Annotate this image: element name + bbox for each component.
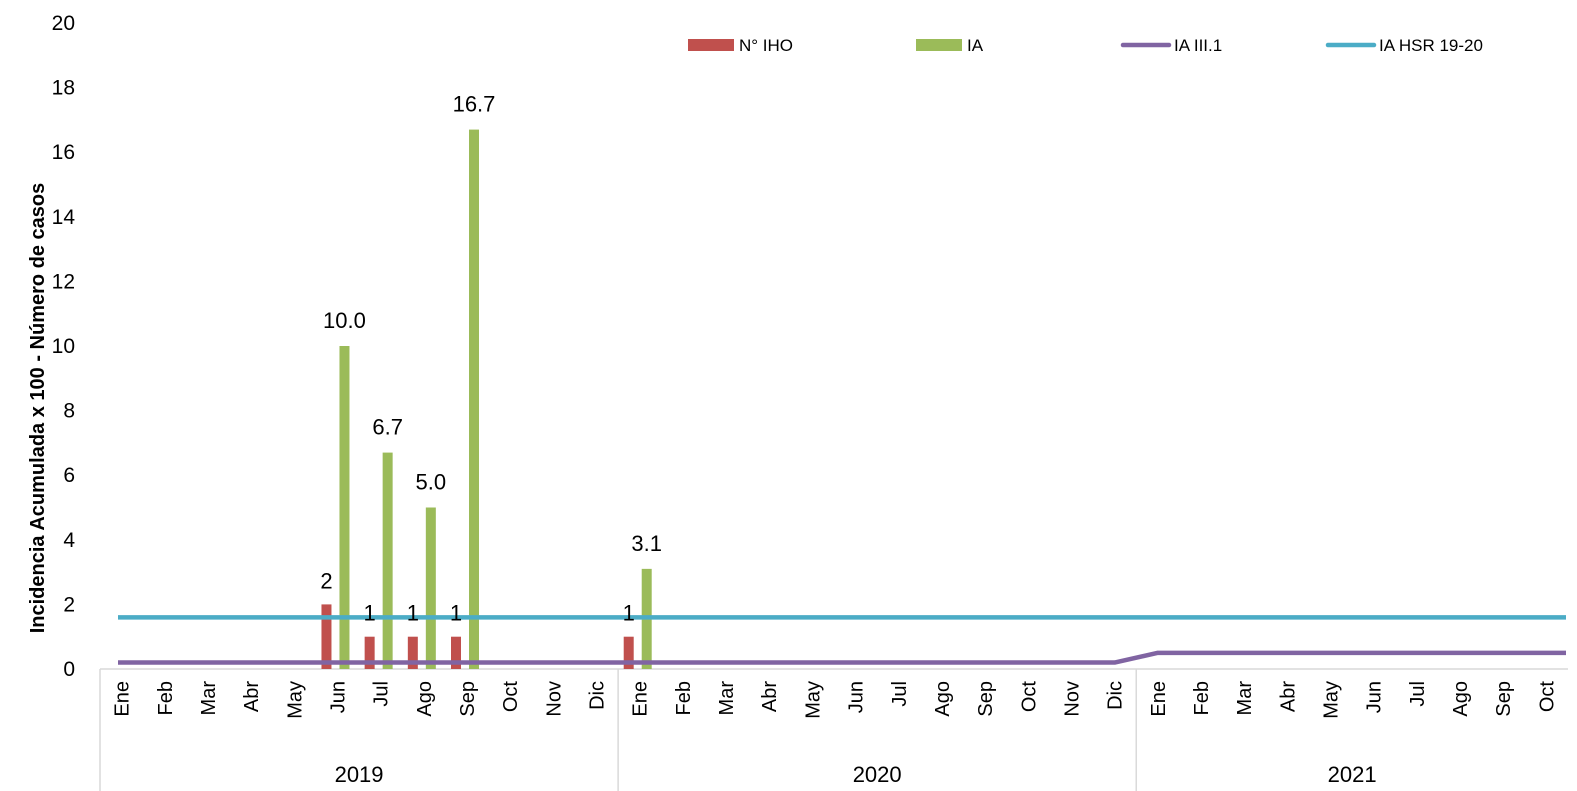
data-label: 1 (450, 601, 462, 626)
x-tick-label: Jun (327, 681, 349, 713)
x-tick-label: Jul (371, 681, 393, 707)
y-tick-label: 8 (63, 400, 75, 423)
legend-label: N° IHO (739, 36, 793, 55)
x-tick-label: Nov (543, 681, 565, 717)
x-tick-label: Ene (630, 681, 652, 717)
y-tick-label: 6 (63, 464, 75, 487)
data-labels: 2 1 1 1 1 10.0 6.7 5.0 16.7 3.1 (320, 92, 662, 626)
x-tick-label: Sep (1493, 681, 1515, 717)
data-label: 6.7 (372, 415, 403, 440)
x-tick-label: Oct (1018, 681, 1040, 713)
bar (451, 636, 461, 669)
data-label: 2 (320, 568, 332, 593)
data-label: 16.7 (453, 92, 496, 117)
x-tick-label: Ago (414, 681, 436, 717)
x-tick-label: Mar (716, 681, 738, 716)
data-label: 3.1 (631, 531, 662, 556)
bar (339, 346, 350, 669)
y-tick-label: 4 (63, 529, 75, 552)
x-tick-label: Abr (759, 681, 781, 712)
x-tick-label: Sep (457, 681, 479, 717)
year-label: 2021 (1328, 762, 1377, 787)
x-tick-label: Nov (1061, 681, 1083, 717)
bar (623, 636, 634, 669)
x-tick-label: Dic (587, 681, 609, 710)
year-label: 2019 (335, 762, 384, 787)
x-tick-label: Feb (155, 681, 177, 715)
data-label: 5.0 (416, 470, 447, 495)
bar (469, 129, 479, 670)
data-label: 1 (623, 601, 635, 626)
legend-label: IA (967, 36, 984, 55)
x-tick-label: Jul (1407, 681, 1429, 707)
legend-swatch (688, 39, 734, 51)
y-tick-label: 20 (52, 12, 75, 35)
x-tick-label: Ago (932, 681, 954, 717)
y-tick-label: 18 (52, 77, 75, 100)
x-tick-label: May (284, 681, 306, 719)
y-tick-label: 10 (52, 335, 75, 358)
legend-label: IA HSR 19-20 (1379, 36, 1483, 55)
x-tick-label: Ago (1450, 681, 1472, 717)
data-label: 10.0 (323, 308, 366, 333)
legend-swatch (916, 39, 962, 51)
bar (321, 604, 332, 669)
x-tick-label: Abr (1277, 681, 1299, 712)
y-tick-label: 0 (63, 658, 75, 681)
x-tick-label: Jul (889, 681, 911, 707)
series-line (118, 650, 1566, 665)
bars (321, 129, 652, 670)
x-tick-label: Sep (975, 681, 997, 717)
lines (118, 615, 1566, 665)
x-tick-label: May (1321, 681, 1343, 719)
x-tick-label: Dic (1105, 681, 1127, 710)
y-tick-label: 14 (52, 206, 76, 229)
legend-label: IA III.1 (1174, 36, 1222, 55)
x-tick-label: Mar (198, 681, 220, 716)
bar (425, 507, 436, 669)
x-tick-label: Abr (241, 681, 263, 712)
x-tick-label: Jun (1364, 681, 1386, 713)
y-axis-title: Incidencia Acumulada x 100 - Número de c… (27, 183, 49, 634)
x-tick-label: Oct (500, 681, 522, 713)
x-tick-label: Feb (673, 681, 695, 715)
x-tick-label: Oct (1536, 681, 1558, 713)
x-tick-label: Mar (1234, 681, 1256, 716)
x-tick-label: May (802, 681, 824, 719)
bar (364, 636, 375, 669)
bar (407, 636, 418, 669)
y-tick-label: 2 (63, 593, 75, 616)
x-tick-label: Jun (846, 681, 868, 713)
data-label: 1 (364, 601, 376, 626)
bar (382, 452, 393, 669)
data-label: 1 (407, 601, 419, 626)
y-tick-label: 16 (52, 141, 75, 164)
legend: N° IHO IA IA III.1 IA HSR 19-20 (688, 36, 1483, 55)
x-tick-label: Ene (112, 681, 134, 717)
x-tick-label: Feb (1191, 681, 1213, 715)
y-tick-label: 12 (52, 270, 75, 293)
x-tick-label: Ene (1148, 681, 1170, 717)
year-label: 2020 (853, 762, 902, 787)
